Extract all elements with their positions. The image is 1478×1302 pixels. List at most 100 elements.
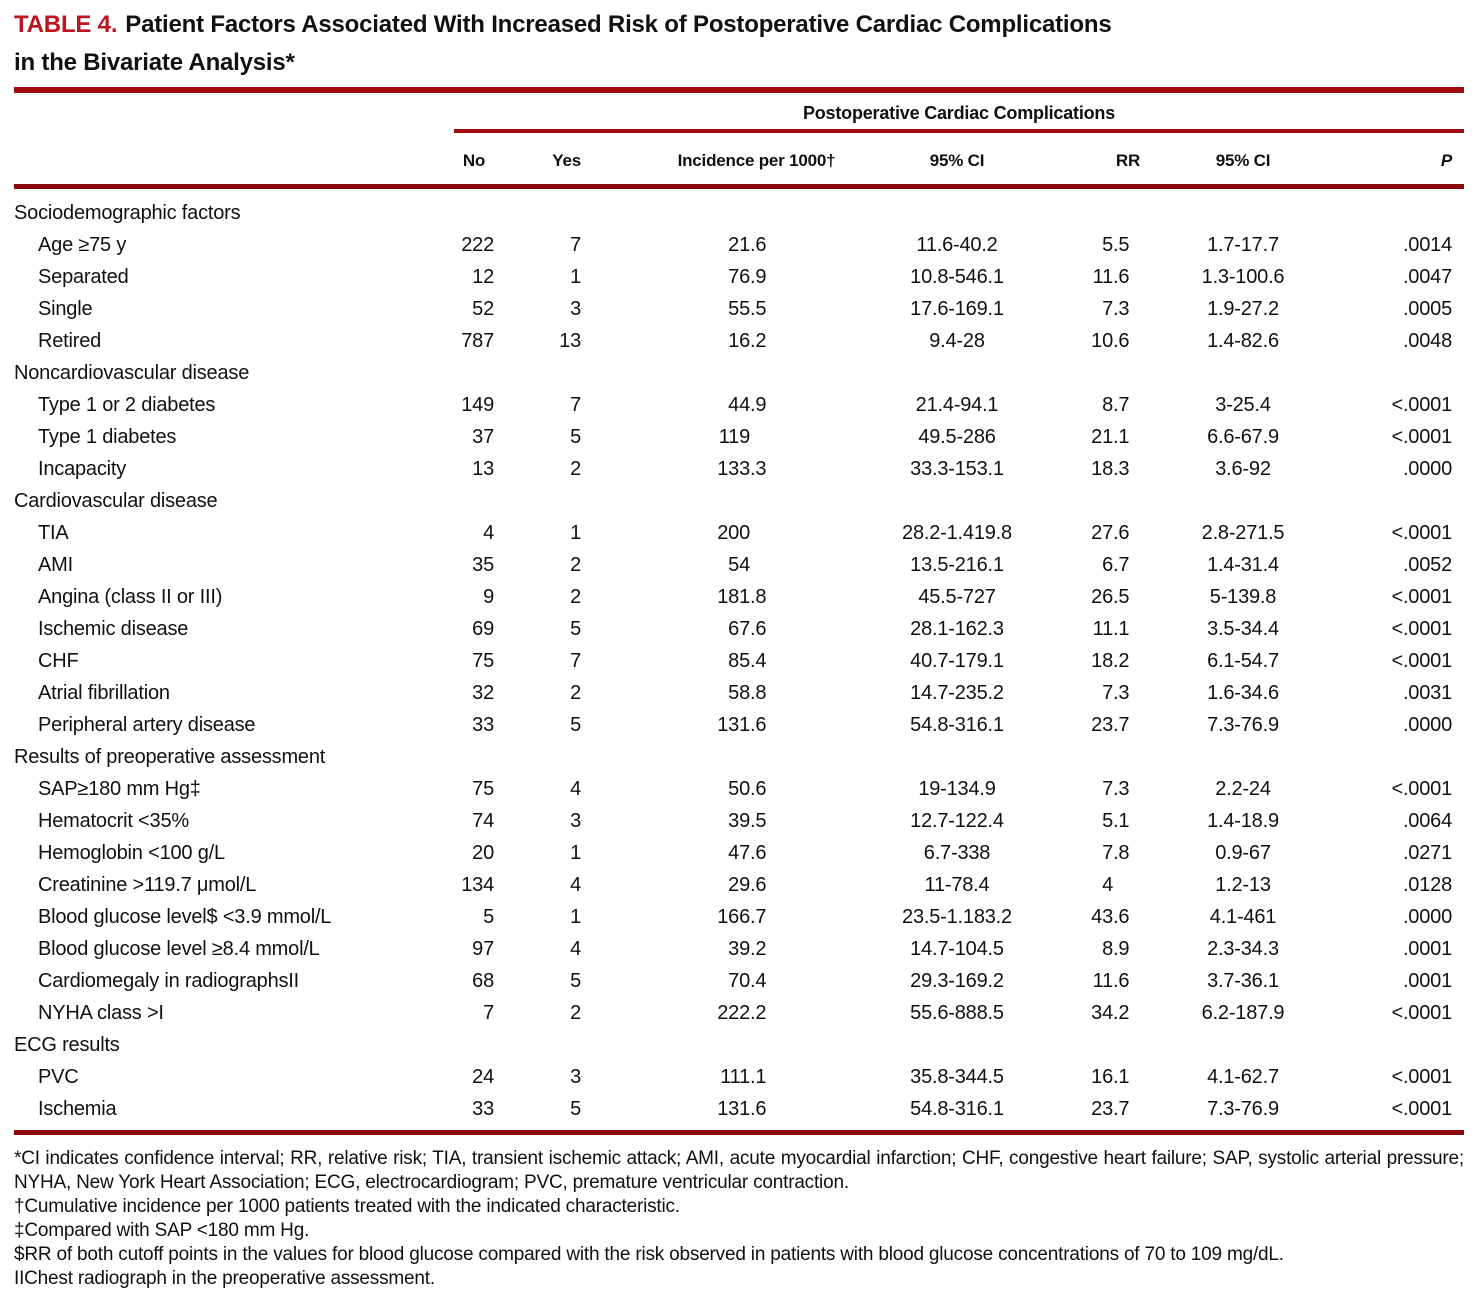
- cell-yes: 3: [570, 810, 581, 832]
- table-row: Blood glucose level ≥8.4 mmol/L 97 4 39.2 14…: [14, 933, 1464, 965]
- cell-no: 97: [472, 938, 494, 960]
- cell-rr-int: 16: [1091, 1066, 1113, 1088]
- cell-rr-frac: .6: [1113, 906, 1130, 928]
- cell-incidence-frac: .6: [750, 874, 767, 896]
- cell-no: 33: [472, 1098, 494, 1120]
- cell-ci95-2: 1.3-100.6: [1201, 266, 1285, 288]
- cell-yes: 2: [570, 586, 581, 608]
- table-row: Retired 787 13 16.2 9.4-28 10.6 1.4-82.6 .0048: [14, 325, 1464, 357]
- cell-ci95-1: 28.2-1.419.8: [902, 522, 1012, 544]
- cell-ci95-1: 11-78.4: [924, 874, 990, 896]
- table-row: Ischemia 33 5 131.6 54.8-316.1 23.7 7.3-76.9 <.…: [14, 1093, 1464, 1125]
- cell-incidence-frac: .8: [750, 682, 767, 704]
- cell-incidence-int: 111: [720, 1066, 750, 1088]
- cell-yes: 2: [570, 554, 581, 576]
- cell-yes: 1: [570, 906, 581, 928]
- cell-incidence-int: 39: [728, 810, 750, 832]
- cell-p: <.0001: [1391, 1098, 1452, 1120]
- cell-ci95-2: 1.6-34.6: [1207, 682, 1279, 704]
- cell-rr-int: 18: [1091, 458, 1113, 480]
- cell-incidence-frac: .3: [750, 458, 767, 480]
- cell-ci95-2: 3-25.4: [1215, 394, 1271, 416]
- row-label: Hematocrit <35%: [38, 810, 189, 832]
- table-row: Type 1 or 2 diabetes 149 7 44.9 21.4-94.1 8.7…: [14, 389, 1464, 421]
- row-label: Cardiomegaly in radiographsII: [38, 970, 300, 992]
- table-row: TIA 4 1 200 28.2-1.419.8 27.6 2.8-271.5 <.0001: [14, 517, 1464, 549]
- cell-incidence-int: 166: [717, 906, 750, 928]
- cell-p: <.0001: [1391, 618, 1452, 640]
- cell-incidence-int: 21: [728, 234, 750, 256]
- cell-rr-int: 5: [1102, 810, 1113, 832]
- footnotes: *CI indicates confidence interval; RR, r…: [14, 1147, 1464, 1291]
- cell-no: 7: [483, 1002, 494, 1024]
- cell-ci95-2: 1.9-27.2: [1207, 298, 1279, 320]
- cell-no: 20: [472, 842, 494, 864]
- footnote: †Cumulative incidence per 1000 patients …: [14, 1196, 680, 1217]
- cell-p: .0128: [1402, 874, 1452, 896]
- cell-no: 4: [483, 522, 494, 544]
- cell-ci95-2: 3.7-36.1: [1207, 970, 1279, 992]
- cell-rr-frac: .1: [1113, 810, 1130, 832]
- cell-p: .0005: [1402, 298, 1452, 320]
- cell-incidence-int: 58: [728, 682, 750, 704]
- table-row: SAP≥180 mm Hg‡ 75 4 50.6 19-134.9 7.3 2.2-24 <.…: [14, 773, 1464, 805]
- cell-p: .0031: [1402, 682, 1452, 704]
- table-row: Peripheral artery disease 33 5 131.6 54.8-31…: [14, 709, 1464, 741]
- row-label: Peripheral artery disease: [38, 714, 256, 736]
- footnote: *CI indicates confidence interval; RR, r…: [14, 1148, 1464, 1193]
- table-caption-line-2: in the Bivariate Analysis*: [14, 49, 295, 76]
- cell-ci95-1: 12.7-122.4: [910, 810, 1004, 832]
- cell-ci95-2: 2.3-34.3: [1207, 938, 1279, 960]
- section-label: Noncardiovascular disease: [14, 362, 250, 384]
- section-label: Sociodemographic factors: [14, 202, 241, 224]
- cell-incidence-int: 29: [728, 874, 750, 896]
- cell-ci95-1: 11.6-40.2: [916, 234, 998, 256]
- cell-yes: 2: [570, 1002, 581, 1024]
- cell-yes: 3: [570, 1066, 581, 1088]
- col-header-ci95-2: 95% CI: [1215, 151, 1271, 170]
- row-label: NYHA class >I: [38, 1002, 164, 1024]
- cell-ci95-1: 6.7-338: [923, 842, 991, 864]
- cell-rr-int: 26: [1091, 586, 1113, 608]
- cell-yes: 7: [570, 650, 581, 672]
- cell-incidence-frac: .9: [750, 394, 767, 416]
- cell-no: 68: [472, 970, 494, 992]
- footnote: IIChest radiograph in the preoperative a…: [14, 1268, 435, 1289]
- cell-incidence-frac: .1: [750, 1066, 767, 1088]
- cell-rr-frac: .3: [1113, 682, 1130, 704]
- cell-yes: 2: [570, 458, 581, 480]
- cell-p: <.0001: [1391, 1066, 1452, 1088]
- cell-ci95-1: 23.5-1.183.2: [902, 906, 1012, 928]
- cell-rr-int: 8: [1102, 394, 1113, 416]
- spanner-header: Postoperative Cardiac Complications: [802, 103, 1116, 123]
- cell-rr-int: 23: [1091, 1098, 1113, 1120]
- cell-incidence-frac: [750, 421, 856, 453]
- cell-no: 32: [472, 682, 494, 704]
- cell-yes: 5: [570, 1098, 581, 1120]
- cell-ci95-1: 19-134.9: [918, 778, 996, 800]
- row-label: Angina (class II or III): [38, 586, 223, 608]
- cell-rr-frac: .6: [1113, 970, 1130, 992]
- cell-rr-int: 10: [1091, 330, 1113, 352]
- cell-no: 24: [472, 1066, 494, 1088]
- cell-ci95-2: 1.4-82.6: [1207, 330, 1279, 352]
- cell-incidence-frac: .6: [750, 618, 767, 640]
- cell-ci95-2: 1.4-31.4: [1207, 554, 1279, 576]
- cell-yes: 5: [570, 714, 581, 736]
- cell-rr-int: 7: [1102, 778, 1113, 800]
- cell-yes: 7: [570, 234, 581, 256]
- cell-incidence-frac: .6: [750, 234, 767, 256]
- cell-rr-frac: .3: [1113, 298, 1130, 320]
- table-row: Type 1 diabetes 37 5 119 49.5-286 21.1 6.6-67.…: [14, 421, 1464, 453]
- cell-ci95-1: 35.8-344.5: [910, 1066, 1004, 1088]
- section-label: Cardiovascular disease: [14, 490, 218, 512]
- cell-p: .0001: [1402, 938, 1452, 960]
- cell-ci95-2: 3.6-92: [1215, 458, 1271, 480]
- table-row: PVC 24 3 111.1 35.8-344.5 16.1 4.1-62.7 <.0001: [14, 1061, 1464, 1093]
- cell-rr-int: 11: [1092, 618, 1114, 640]
- row-label: Incapacity: [38, 458, 127, 480]
- cell-no: 12: [472, 266, 494, 288]
- cell-rr-int: 5: [1102, 234, 1113, 256]
- cell-incidence-frac: .4: [750, 970, 767, 992]
- cell-yes: 5: [570, 970, 581, 992]
